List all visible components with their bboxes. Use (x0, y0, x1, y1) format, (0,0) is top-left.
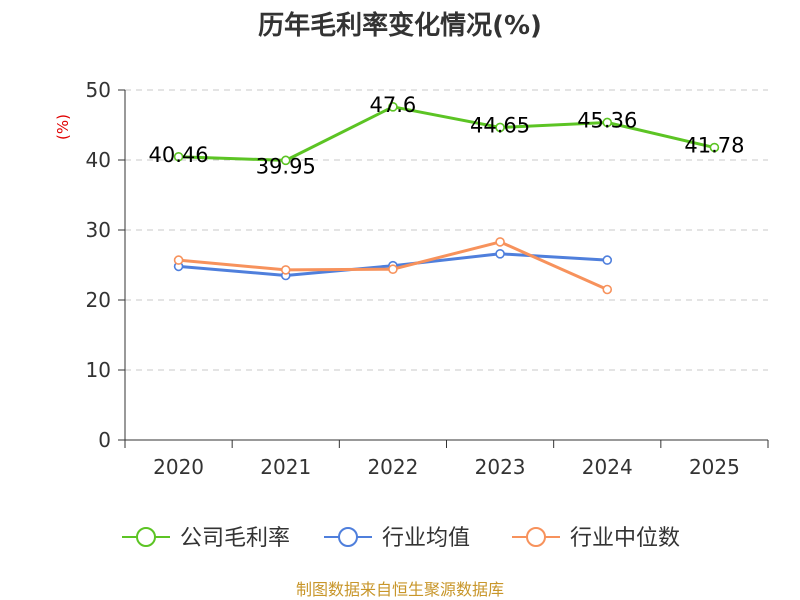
data-label: 47.6 (370, 93, 417, 117)
x-tick-label: 2025 (689, 455, 740, 479)
legend-swatch-marker (136, 527, 156, 547)
source-note: 制图数据来自恒生聚源数据库 (296, 580, 504, 599)
y-tick-label: 30 (86, 218, 111, 242)
legend-label: 行业均值 (382, 526, 470, 551)
data-label: 40.46 (149, 143, 209, 167)
axes (118, 89, 769, 448)
y-tick-label: 10 (86, 358, 111, 382)
x-tick-label: 2021 (260, 455, 311, 479)
data-label: 44.65 (470, 113, 530, 137)
legend-swatch-marker (338, 527, 358, 547)
legend: 公司毛利率 行业均值 行业中位数 (122, 526, 680, 551)
series-point-0 (495, 122, 505, 133)
legend-label: 行业中位数 (570, 526, 680, 551)
y-tick-label: 0 (98, 428, 111, 452)
series-point-1 (602, 255, 613, 265)
x-axis-ticks: 2020 2021 2022 2023 2024 2025 (153, 455, 740, 479)
y-tick-label: 40 (86, 148, 111, 172)
grid-lines (125, 89, 768, 371)
series-point-1 (495, 249, 505, 259)
series-point-0 (602, 117, 613, 128)
series-line-0 (178, 105, 715, 162)
series-point-2 (495, 237, 505, 247)
x-tick-label: 2022 (367, 455, 418, 479)
series-point-2 (602, 284, 613, 295)
series-point-2 (173, 255, 184, 265)
x-tick-label: 2024 (582, 455, 633, 479)
series-point-2 (280, 265, 291, 275)
data-labels: 40.46 39.95 47.6 44.65 45.36 41.78 (149, 93, 745, 179)
chart-title: 历年毛利率变化情况(%) (258, 10, 542, 41)
series-point-2 (388, 264, 398, 275)
y-axis-label: (%) (54, 114, 72, 140)
series-lines (173, 102, 720, 295)
data-label: 39.95 (256, 154, 316, 178)
series-point-0 (173, 151, 184, 162)
series-point-0 (388, 102, 398, 112)
data-label: 45.36 (577, 108, 637, 132)
y-axis-ticks: 0 10 20 30 40 50 (86, 78, 111, 452)
data-label: 41.78 (684, 134, 744, 158)
y-tick-label: 50 (86, 78, 111, 102)
legend-swatch-marker (526, 527, 546, 547)
y-tick-label: 20 (86, 288, 111, 312)
x-tick-label: 2020 (153, 455, 204, 479)
legend-label: 公司毛利率 (180, 526, 290, 551)
series-point-0 (709, 142, 720, 153)
x-tick-label: 2023 (475, 455, 526, 479)
series-point-0 (280, 155, 291, 166)
